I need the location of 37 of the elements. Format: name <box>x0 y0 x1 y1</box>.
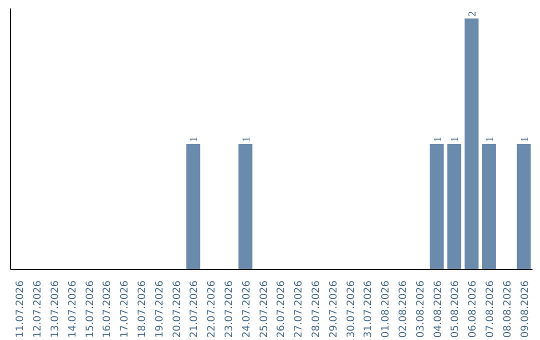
x-tick-label: 14.07.2026 <box>67 280 78 338</box>
data-label: 2 <box>468 11 479 17</box>
x-tick-label: 12.07.2026 <box>32 280 44 338</box>
data-label: 1 <box>241 136 252 142</box>
x-tick-label: 23.07.2026 <box>224 280 235 338</box>
data-label: 1 <box>189 136 200 142</box>
x-tick-label: 15.07.2026 <box>84 280 96 338</box>
x-tick-label: 08.08.2026 <box>502 280 514 338</box>
x-tick-label: 09.08.2026 <box>520 280 531 338</box>
x-tick-label: 24.07.2026 <box>241 280 252 338</box>
x-tick-label: 16.07.2026 <box>102 280 114 338</box>
x-tick-label: 21.07.2026 <box>189 280 200 338</box>
x-tick-label: 22.07.2026 <box>206 280 218 338</box>
x-tick-label: 26.07.2026 <box>276 280 288 338</box>
x-tick-label: 04.08.2026 <box>432 280 444 338</box>
x-tick-label: 25.07.2026 <box>258 280 270 338</box>
x-tick-label: 19.07.2026 <box>154 280 166 338</box>
x-tick-label: 03.08.2026 <box>415 280 426 338</box>
x-tick-label: 20.07.2026 <box>172 280 183 338</box>
x-tick-label: 13.07.2026 <box>50 280 61 338</box>
x-tick-label: 27.07.2026 <box>294 280 305 338</box>
x-tick-label: 30.07.2026 <box>346 280 357 338</box>
x-tick-label: 06.08.2026 <box>468 280 479 338</box>
x-tick-label: 28.07.2026 <box>311 280 322 338</box>
x-tick-label: 05.08.2026 <box>450 280 462 338</box>
x-tick-label: 07.08.2026 <box>485 280 496 338</box>
data-label: 1 <box>432 136 444 142</box>
x-tick-label: 31.07.2026 <box>363 280 374 338</box>
x-tick-label: 02.08.2026 <box>398 280 409 338</box>
x-tick-label: 01.08.2026 <box>380 280 392 338</box>
x-tick-label: 11.07.2026 <box>15 280 26 338</box>
data-label: 1 <box>485 136 496 142</box>
x-tick-label: 29.07.2026 <box>328 280 340 338</box>
x-tick-label: 17.07.2026 <box>120 280 131 338</box>
data-label: 1 <box>520 136 531 142</box>
x-tick-label: 18.07.2026 <box>137 280 148 338</box>
data-label: 1 <box>450 136 462 142</box>
